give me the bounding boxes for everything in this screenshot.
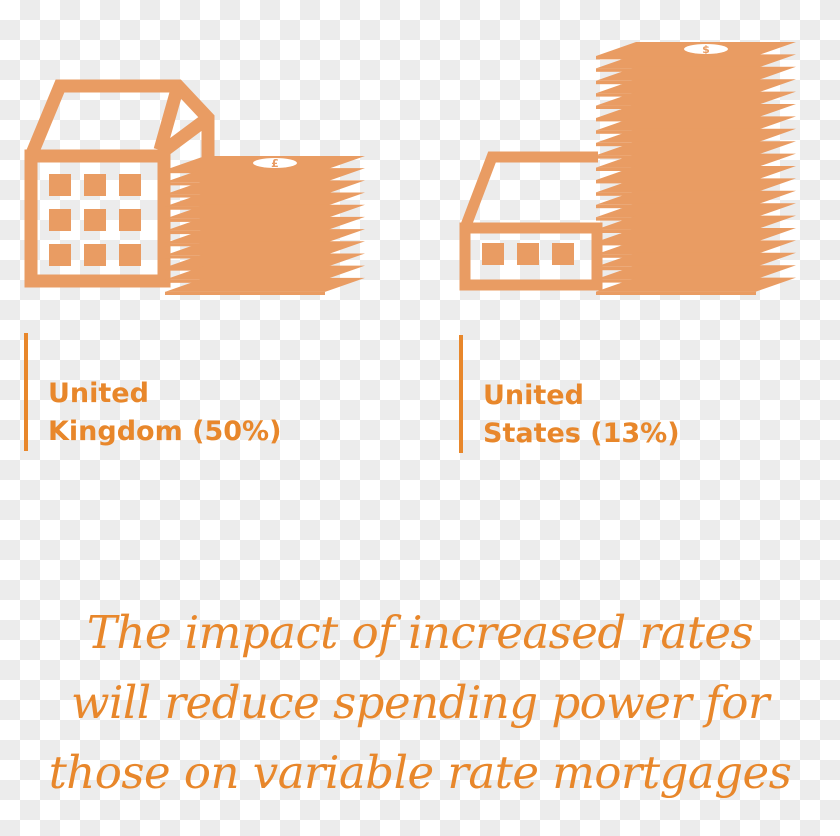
bill	[596, 265, 796, 280]
bill	[596, 228, 796, 242]
bill	[596, 203, 796, 218]
window	[49, 244, 71, 266]
window	[119, 174, 141, 196]
building-roof	[24, 79, 215, 160]
window	[552, 243, 574, 265]
quote-line1: The impact of increased rates	[86, 606, 754, 659]
bill-edge	[165, 291, 325, 295]
bill	[596, 91, 796, 106]
bill	[596, 277, 796, 292]
us-label-line1: United	[483, 380, 584, 411]
window	[49, 209, 71, 231]
currency-emblem	[684, 44, 728, 54]
window	[84, 174, 106, 196]
uk-label-line2: Kingdom (50%)	[48, 416, 282, 447]
us-label: United States (13%)	[459, 335, 680, 453]
building-body	[24, 149, 171, 288]
bill	[596, 252, 796, 267]
dollar-money-stack: $	[596, 42, 796, 295]
bill	[165, 216, 365, 231]
bill	[596, 240, 796, 255]
bill	[596, 54, 796, 69]
pound-money-stack: £	[165, 156, 365, 295]
bill	[596, 153, 796, 168]
bill	[596, 104, 796, 118]
house-with-dollar-money-stack-icon	[459, 151, 603, 291]
quote-line2: will reduce spending power for	[71, 676, 770, 729]
bill	[596, 141, 796, 156]
bill	[165, 168, 365, 183]
bill	[165, 253, 365, 268]
window	[119, 209, 141, 231]
bill	[165, 180, 365, 195]
bill	[165, 204, 365, 219]
window	[49, 174, 71, 196]
window	[517, 243, 539, 265]
bill	[165, 265, 365, 280]
building-with-pound-money-stack-icon	[24, 79, 215, 288]
bill-edge	[596, 291, 756, 295]
bill	[165, 192, 365, 207]
currency-emblem	[253, 158, 297, 168]
illustrations: £$	[24, 42, 796, 295]
uk-label-line1: United	[48, 378, 149, 409]
bill	[596, 190, 796, 205]
window	[84, 244, 106, 266]
quote: The impact of increased rates will reduc…	[0, 598, 840, 808]
bill	[596, 178, 796, 193]
bill	[165, 229, 365, 244]
bill	[165, 241, 365, 256]
bill	[596, 116, 796, 131]
bill	[596, 79, 796, 94]
window	[84, 209, 106, 231]
bill	[596, 66, 796, 81]
bill	[596, 128, 796, 143]
currency-symbol-icon: $	[702, 43, 710, 56]
window	[482, 243, 504, 265]
quote-line3: those on variable rate mortgages	[48, 746, 792, 799]
bill	[596, 166, 796, 180]
us-label-line2: States (13%)	[483, 418, 680, 449]
bill	[596, 215, 796, 230]
currency-symbol-icon: £	[271, 157, 279, 170]
bill	[165, 277, 365, 292]
window	[119, 244, 141, 266]
house-roof	[459, 151, 598, 230]
uk-label: United Kingdom (50%)	[24, 333, 281, 451]
